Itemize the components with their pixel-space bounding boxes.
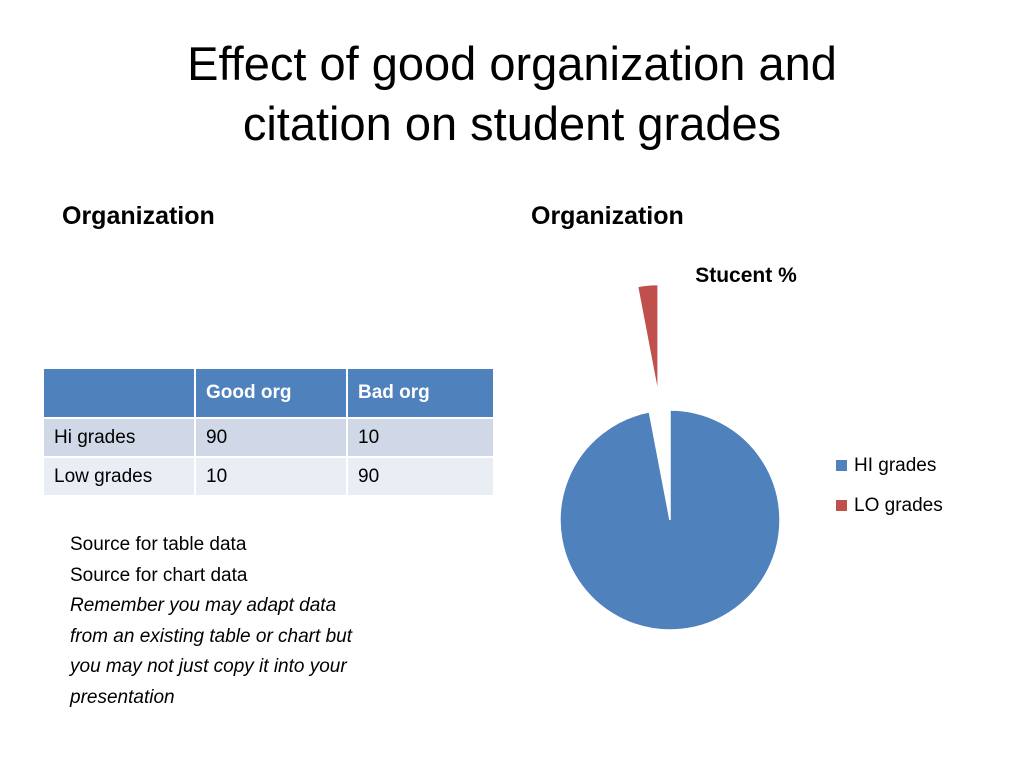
table-cell-row-label: Low grades	[42, 456, 196, 497]
table-cell: 90	[346, 456, 495, 497]
legend-label-lo-grades: LO grades	[854, 495, 943, 516]
legend-swatch-lo-grades	[836, 500, 847, 511]
pie-chart: Stucent % HI grades LO grades	[559, 264, 943, 631]
table-cell-row-label: Hi grades	[42, 417, 196, 458]
table-row: Hi grades 90 10	[42, 417, 495, 458]
slide-title: Effect of good organization and citation…	[60, 34, 964, 154]
table-cell: 10	[346, 417, 495, 458]
pie-slice-hi-grades	[559, 409, 781, 631]
table-header-good-org: Good org	[194, 367, 348, 419]
chart-source-note: Source for chart data	[70, 564, 248, 586]
chart-title: Stucent %	[695, 264, 797, 287]
right-column-heading: Organization	[531, 202, 684, 230]
table-header-row: Good org Bad org	[42, 367, 495, 419]
table-header-bad-org: Bad org	[346, 367, 495, 419]
slide-title-line-2: citation on student grades	[242, 97, 782, 150]
table-row: Low grades 10 90	[42, 456, 495, 497]
table-source-note: Source for table data	[70, 534, 247, 555]
grades-table: Good org Bad org Hi grades 90 10 Low gra…	[42, 367, 495, 497]
legend-swatch-hi-grades	[836, 460, 847, 471]
table-header-corner	[42, 367, 196, 419]
left-column-heading: Organization	[62, 202, 215, 230]
slide-title-line-1: Effect of good organization and	[187, 37, 837, 90]
table-cell: 10	[194, 456, 348, 497]
table-cell: 90	[194, 417, 348, 458]
legend-label-hi-grades: HI grades	[854, 455, 936, 476]
source-notes: Source for table data Source for chart d…	[70, 530, 370, 713]
pie-slice-lo-grades	[636, 283, 659, 395]
reminder-note: Remember you may adapt data from an exis…	[70, 595, 352, 708]
